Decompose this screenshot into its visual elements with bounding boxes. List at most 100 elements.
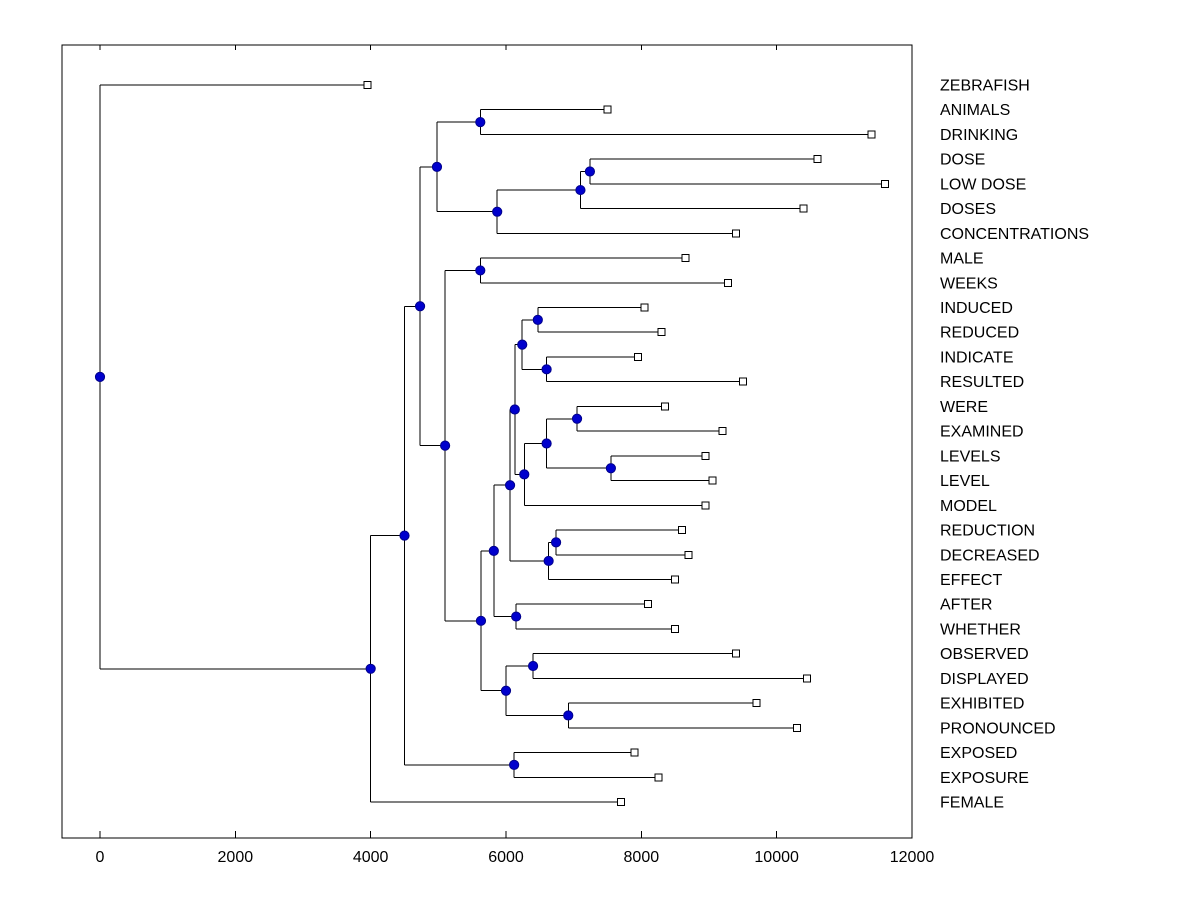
leaf-node-low-dose[interactable] — [880, 179, 889, 188]
internal-node[interactable] — [541, 438, 552, 449]
leaf-label-were: WERE — [940, 399, 988, 416]
internal-node[interactable] — [543, 555, 554, 567]
plot-box — [61, 44, 913, 839]
leaf-label-drinking: DRINKING — [940, 127, 1018, 144]
internal-node[interactable] — [509, 759, 520, 771]
leaf-label-level: LEVEL — [940, 473, 990, 490]
leaf-label-zebrafish: ZEBRAFISH — [940, 78, 1030, 95]
internal-node[interactable] — [519, 469, 530, 480]
leaf-node-doses[interactable] — [799, 204, 808, 213]
leaf-node-female[interactable] — [617, 797, 626, 806]
leaf-label-levels: LEVELS — [940, 448, 1000, 465]
leaf-label-male: MALE — [940, 251, 984, 268]
leaf-node-model[interactable] — [701, 501, 710, 510]
leaf-node-exposed[interactable] — [630, 748, 639, 757]
leaf-label-female: FEMALE — [940, 794, 1004, 811]
internal-node[interactable] — [475, 615, 487, 626]
leaf-node-indicate[interactable] — [633, 352, 642, 361]
leaf-node-dose[interactable] — [813, 155, 822, 164]
leaf-label-exhibited: EXHIBITED — [940, 696, 1024, 713]
leaf-node-animals[interactable] — [603, 105, 612, 114]
internal-node[interactable] — [492, 206, 503, 217]
leaf-label-low-dose: LOW DOSE — [940, 176, 1026, 193]
internal-node[interactable] — [475, 116, 486, 128]
internal-node[interactable] — [550, 537, 562, 548]
leaf-node-levels[interactable] — [701, 451, 710, 460]
x-tick-label: 2000 — [218, 849, 254, 866]
internal-node[interactable] — [584, 166, 596, 177]
internal-node[interactable] — [399, 530, 410, 541]
internal-node[interactable] — [431, 161, 443, 172]
leaf-label-induced: INDUCED — [940, 300, 1013, 317]
internal-node[interactable] — [527, 660, 539, 672]
leaf-label-weeks: WEEKS — [940, 275, 998, 292]
leaf-node-after[interactable] — [644, 600, 653, 609]
x-tick-label: 8000 — [624, 849, 660, 866]
x-tick-label: 10000 — [754, 849, 799, 866]
leaf-node-drinking[interactable] — [867, 130, 876, 139]
internal-node[interactable] — [605, 463, 616, 474]
leaf-node-reduction[interactable] — [677, 526, 686, 535]
leaf-label-doses: DOSES — [940, 201, 996, 218]
leaf-label-model: MODEL — [940, 498, 997, 515]
internal-node[interactable] — [532, 314, 543, 325]
internal-node[interactable] — [511, 611, 522, 622]
x-tick-label: 6000 — [488, 849, 524, 866]
internal-node[interactable] — [541, 364, 552, 375]
leaf-node-induced[interactable] — [640, 303, 649, 312]
leaf-node-zebrafish[interactable] — [363, 81, 372, 89]
x-tick-label: 0 — [96, 849, 105, 866]
x-tick-label: 12000 — [890, 849, 935, 866]
leaf-node-exposure[interactable] — [654, 773, 663, 782]
leaf-node-exhibited[interactable] — [752, 699, 761, 708]
leaf-labels: ZEBRAFISH ANIMALS DRINKING DOSE LOW DOSE DOSE… — [940, 78, 1089, 812]
leaf-label-reduced: REDUCED — [940, 325, 1019, 342]
nodes — [94, 81, 889, 806]
internal-node[interactable] — [571, 413, 583, 424]
leaf-label-whether: WHETHER — [940, 621, 1021, 638]
leaf-node-weeks[interactable] — [723, 278, 732, 287]
internal-node[interactable] — [509, 404, 520, 415]
leaf-node-reduced[interactable] — [657, 328, 666, 337]
leaf-label-animals: ANIMALS — [940, 102, 1010, 119]
internal-node[interactable] — [365, 663, 376, 674]
internal-node[interactable] — [488, 545, 499, 556]
leaf-label-decreased: DECREASED — [940, 547, 1040, 564]
internal-node[interactable] — [475, 265, 486, 276]
leaf-node-decreased[interactable] — [684, 550, 693, 559]
internal-node[interactable] — [500, 685, 512, 696]
leaf-node-male[interactable] — [681, 254, 690, 263]
internal-node[interactable] — [414, 301, 426, 312]
leaf-label-dose: DOSE — [940, 152, 985, 169]
leaf-label-effect: EFFECT — [940, 572, 1002, 589]
internal-node[interactable] — [563, 710, 574, 721]
leaf-node-displayed[interactable] — [803, 674, 812, 683]
internal-node[interactable] — [575, 184, 586, 196]
x-tick-label: 4000 — [353, 849, 389, 866]
leaf-node-examined[interactable] — [718, 427, 727, 436]
leaf-label-pronounced: PRONOUNCED — [940, 720, 1056, 737]
leaf-label-examined: EXAMINED — [940, 424, 1024, 441]
leaf-label-exposed: EXPOSED — [940, 745, 1017, 762]
leaf-label-exposure: EXPOSURE — [940, 770, 1029, 787]
leaf-label-reduction: REDUCTION — [940, 523, 1035, 540]
leaf-node-observed[interactable] — [732, 649, 741, 658]
leaf-node-resulted[interactable] — [738, 377, 747, 386]
leaf-node-were[interactable] — [661, 402, 670, 411]
leaf-node-whether[interactable] — [671, 624, 680, 633]
leaf-node-level[interactable] — [708, 476, 717, 485]
internal-node[interactable] — [517, 339, 528, 350]
leaf-label-observed: OBSERVED — [940, 646, 1029, 663]
branches — [99, 84, 885, 803]
internal-node[interactable] — [94, 371, 106, 382]
leaf-node-pronounced[interactable] — [792, 723, 801, 732]
internal-node[interactable] — [440, 440, 451, 451]
leaf-label-resulted: RESULTED — [940, 374, 1024, 391]
leaf-label-indicate: INDICATE — [940, 349, 1013, 366]
leaf-label-concentrations: CONCENTRATIONS — [940, 226, 1089, 243]
leaf-node-effect[interactable] — [671, 575, 680, 584]
leaf-node-concentrations[interactable] — [732, 229, 741, 238]
internal-node[interactable] — [504, 480, 516, 491]
